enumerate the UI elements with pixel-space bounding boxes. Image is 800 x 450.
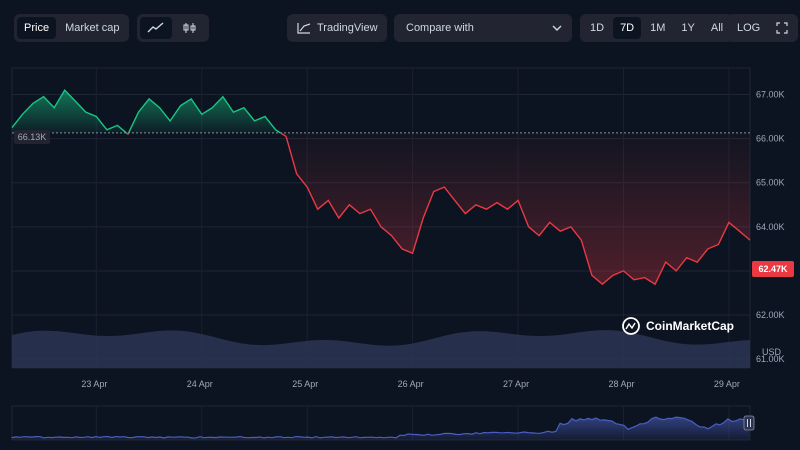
price-down-fill xyxy=(126,133,750,284)
x-tick-label: 26 Apr xyxy=(398,379,424,389)
x-tick-label: 28 Apr xyxy=(608,379,634,389)
current-price-label: 62.47K xyxy=(758,264,788,274)
y-axis: 67.00K66.00K65.00K64.00K63.00K62.00K61.0… xyxy=(756,89,785,364)
price-up-fill xyxy=(12,90,281,133)
y-tick-label: 62.00K xyxy=(756,310,785,320)
x-axis: 23 Apr 24 Apr 25 Apr 26 Apr 27 Apr 28 Apr 29 A… xyxy=(81,379,740,389)
brand-name: CoinMarketCap xyxy=(646,319,734,333)
navigator-handle[interactable] xyxy=(744,416,754,430)
y-tick-label: 65.00K xyxy=(756,178,785,188)
open-price-label: 66.13K xyxy=(18,132,47,142)
y-tick-label: 64.00K xyxy=(756,222,785,232)
open-price-tag: 66.13K xyxy=(14,130,50,144)
range-navigator[interactable] xyxy=(12,406,754,440)
x-tick-label: 27 Apr xyxy=(503,379,529,389)
coinmarketcap-logo-icon xyxy=(623,318,639,334)
x-tick-label: 24 Apr xyxy=(187,379,213,389)
volume-shape xyxy=(12,330,750,368)
x-tick-label: 29 Apr xyxy=(714,379,740,389)
coinmarketcap-watermark: CoinMarketCap xyxy=(623,318,734,334)
y-tick-label: 66.00K xyxy=(756,134,785,144)
y-tick-label: 67.00K xyxy=(756,89,785,99)
volume-area xyxy=(12,330,750,368)
current-price-tag: 62.47K xyxy=(752,261,794,277)
volume-unit-label: USD xyxy=(762,347,782,357)
x-tick-label: 25 Apr xyxy=(292,379,318,389)
x-tick-label: 23 Apr xyxy=(81,379,107,389)
